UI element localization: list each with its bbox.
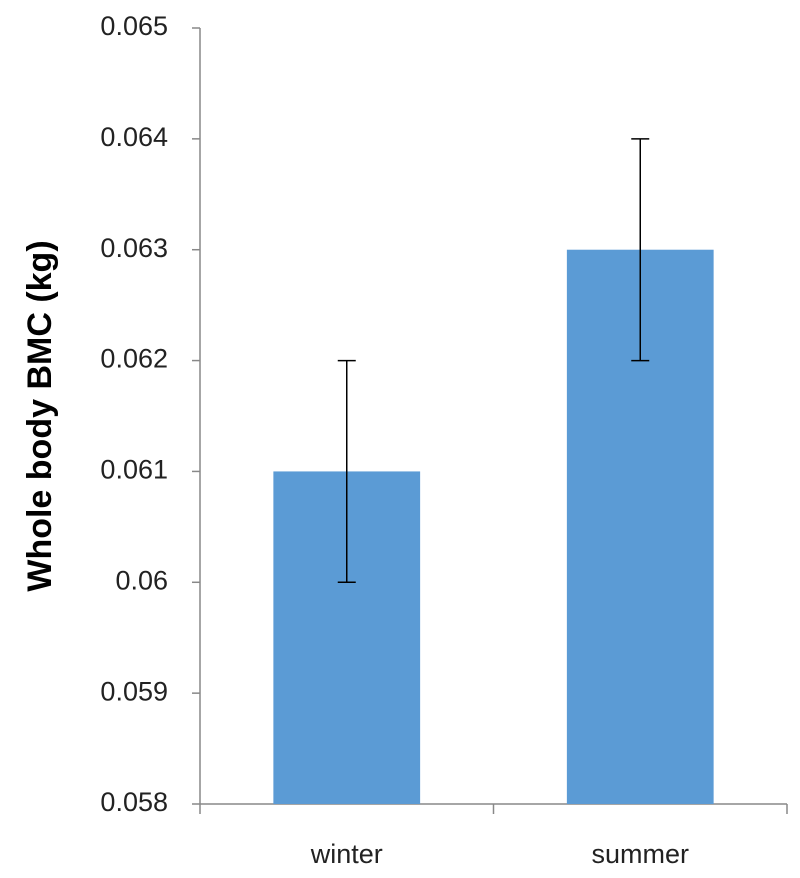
y-tick-label: 0.061 <box>100 455 168 485</box>
x-tick-label: summer <box>591 839 689 869</box>
y-tick-label: 0.065 <box>100 11 168 41</box>
y-tick-label: 0.062 <box>100 344 168 374</box>
y-tick-label: 0.059 <box>100 676 168 706</box>
x-tick-label: winter <box>310 839 383 869</box>
y-tick-label: 0.063 <box>100 233 168 263</box>
error-bar <box>337 359 356 584</box>
y-tick-label: 0.064 <box>100 122 168 152</box>
y-tick-label: 0.058 <box>100 787 168 817</box>
y-tick-label: 0.06 <box>115 565 168 595</box>
y-axis-label: Whole body BMC (kg) <box>21 240 59 591</box>
error-bar <box>631 138 650 362</box>
